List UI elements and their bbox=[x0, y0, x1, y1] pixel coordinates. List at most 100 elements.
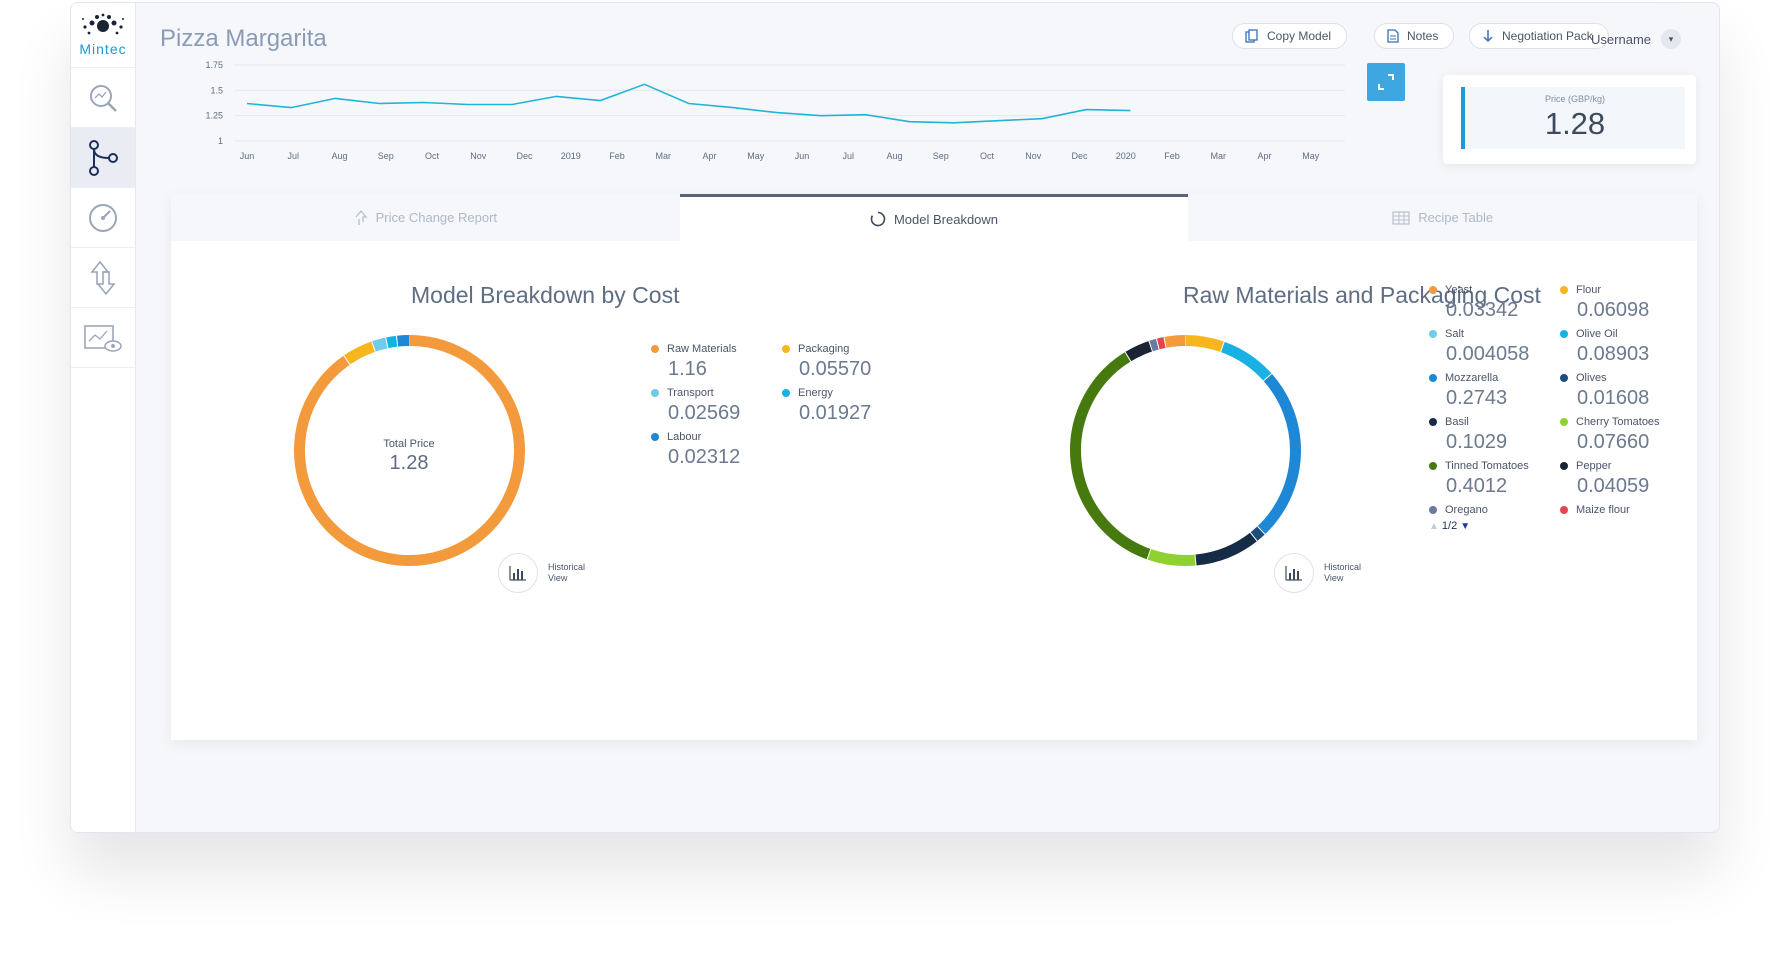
legend-item: Pepper 0.04059 bbox=[1560, 460, 1690, 498]
x-tick-label: Dec bbox=[516, 151, 533, 161]
y-tick-label: 1.25 bbox=[205, 111, 223, 121]
legend-item: Energy 0.01927 bbox=[782, 387, 912, 425]
slice-separator bbox=[1163, 336, 1167, 348]
legend-item: Basil 0.1029 bbox=[1429, 416, 1559, 454]
sidebar: Mintec bbox=[71, 3, 136, 832]
slice-separator bbox=[395, 335, 399, 347]
x-tick-label: Nov bbox=[1025, 151, 1042, 161]
legend-dot bbox=[1429, 330, 1437, 338]
legend-dot bbox=[1429, 506, 1437, 514]
legend-value: 0.08903 bbox=[1577, 343, 1650, 365]
historical-view-button[interactable]: Historical View bbox=[498, 553, 598, 593]
legend-label: Transport bbox=[667, 387, 714, 399]
legend-label: Yeast bbox=[1445, 284, 1473, 296]
logo-text: Mintec bbox=[79, 41, 127, 57]
model-breakdown-donut bbox=[294, 334, 525, 566]
legend-item: Olive Oil 0.08903 bbox=[1560, 328, 1690, 366]
legend-label: Tinned Tomatoes bbox=[1445, 460, 1529, 472]
legend-label: Energy bbox=[798, 387, 833, 399]
mintec-logo[interactable]: Mintec bbox=[71, 3, 135, 68]
copy-model-button[interactable]: Copy Model bbox=[1232, 23, 1348, 49]
x-tick-label: Aug bbox=[331, 151, 347, 161]
legend-item: Salt 0.004058 bbox=[1429, 328, 1559, 366]
donut-slice bbox=[396, 334, 410, 347]
tab-bar: Price Change Report Model Breakdown Reci… bbox=[171, 194, 1697, 241]
donut-slice bbox=[1070, 352, 1151, 560]
legend-dot bbox=[1560, 418, 1568, 426]
legend-value: 1.16 bbox=[668, 358, 707, 380]
x-tick-label: Feb bbox=[1164, 151, 1180, 161]
x-tick-label: Jun bbox=[795, 151, 810, 161]
legend-dot bbox=[651, 433, 659, 441]
historical-view-button[interactable]: Historical View bbox=[1274, 553, 1374, 593]
tab-price-change-report[interactable]: Price Change Report bbox=[171, 194, 680, 241]
sidebar-item-model[interactable] bbox=[71, 128, 135, 188]
legend-value: 0.02569 bbox=[668, 402, 741, 424]
negotiation-pack-button[interactable]: Negotiation Pack bbox=[1469, 23, 1609, 49]
price-value: 1.28 bbox=[1544, 106, 1606, 141]
donut-slice bbox=[371, 337, 389, 352]
x-tick-label: Nov bbox=[470, 151, 487, 161]
sidebar-item-watch[interactable] bbox=[71, 308, 135, 368]
pager-down-icon[interactable]: ▼ bbox=[1460, 520, 1471, 532]
notes-button[interactable]: Notes bbox=[1374, 23, 1455, 49]
legend-label: Salt bbox=[1445, 328, 1464, 340]
page-title: Pizza Margarita bbox=[160, 25, 327, 52]
legend-value: 0.01608 bbox=[1577, 387, 1650, 409]
legend-pager: ▲ 1/2 ▼ bbox=[1429, 520, 1470, 532]
x-tick-label: Sep bbox=[378, 151, 394, 161]
legend-value: 0.4012 bbox=[1446, 475, 1508, 497]
slice-separator bbox=[1263, 373, 1273, 382]
sidebar-item-search[interactable] bbox=[71, 68, 135, 128]
expand-button[interactable] bbox=[1367, 63, 1405, 101]
legend-item: Cherry Tomatoes 0.07660 bbox=[1560, 416, 1690, 454]
copy-icon bbox=[1245, 29, 1258, 43]
donut-slice bbox=[294, 335, 525, 566]
tab-model-breakdown[interactable]: Model Breakdown bbox=[679, 194, 1189, 241]
slice-separator bbox=[1124, 351, 1132, 362]
app-window: Mintec bbox=[70, 2, 1720, 833]
slice-separator bbox=[1249, 532, 1258, 542]
pager-up-icon[interactable]: ▲ bbox=[1429, 520, 1439, 532]
sidebar-item-compare[interactable] bbox=[71, 248, 135, 308]
notes-label: Notes bbox=[1407, 29, 1439, 43]
price-history-chart: 1.75 1.5 1.25 1 Jun Jul Aug Sep Oct Nov Dec 2019 Feb… bbox=[205, 60, 1345, 161]
price-series-line bbox=[246, 83, 1131, 124]
legend-label: Packaging bbox=[798, 343, 850, 355]
x-tick-label: Jul bbox=[842, 151, 854, 161]
bar-chart-icon bbox=[1274, 553, 1314, 593]
donut-slice bbox=[385, 335, 398, 349]
x-tick-label: Jul bbox=[287, 151, 299, 161]
tab-label: Price Change Report bbox=[375, 210, 498, 225]
x-tick-label: Sep bbox=[933, 151, 949, 161]
copy-model-label: Copy Model bbox=[1267, 29, 1332, 43]
logo-mark-icon bbox=[82, 13, 124, 35]
legend-label: Mozzarella bbox=[1445, 372, 1499, 384]
legend-item: Labour 0.02312 bbox=[651, 431, 781, 469]
y-tick-label: 1 bbox=[218, 136, 223, 146]
tab-recipe-table[interactable]: Recipe Table bbox=[1188, 194, 1697, 241]
x-tick-label: Apr bbox=[702, 151, 716, 161]
legend-value: 0.07660 bbox=[1577, 431, 1650, 453]
negotiation-pack-label: Negotiation Pack bbox=[1502, 29, 1593, 43]
main-panel: Price Change Report Model Breakdown Reci… bbox=[171, 194, 1697, 740]
legend-item: Olives 0.01608 bbox=[1560, 372, 1690, 410]
chevron-down-icon[interactable]: ▾ bbox=[1661, 29, 1681, 49]
donut-slice bbox=[1220, 341, 1272, 382]
legend-label: Basil bbox=[1445, 416, 1469, 428]
slice-separator bbox=[1148, 340, 1153, 352]
sidebar-item-gauge[interactable] bbox=[71, 188, 135, 248]
legend-dot bbox=[1429, 462, 1437, 470]
download-arrow-icon bbox=[1483, 30, 1493, 43]
x-tick-label: Mar bbox=[656, 151, 672, 161]
legend-dot bbox=[1560, 286, 1568, 294]
gauge-icon bbox=[89, 203, 117, 232]
y-tick-label: 1.75 bbox=[205, 60, 223, 70]
legend-item: Mozzarella 0.2743 bbox=[1429, 372, 1559, 410]
legend-value: 0.03342 bbox=[1446, 299, 1519, 321]
legend-dot bbox=[1560, 506, 1568, 514]
legend-dot bbox=[1429, 286, 1437, 294]
slice-separator bbox=[1220, 341, 1225, 353]
user-menu[interactable]: Username ▾ bbox=[1591, 29, 1681, 49]
donut-slice bbox=[1163, 335, 1186, 348]
